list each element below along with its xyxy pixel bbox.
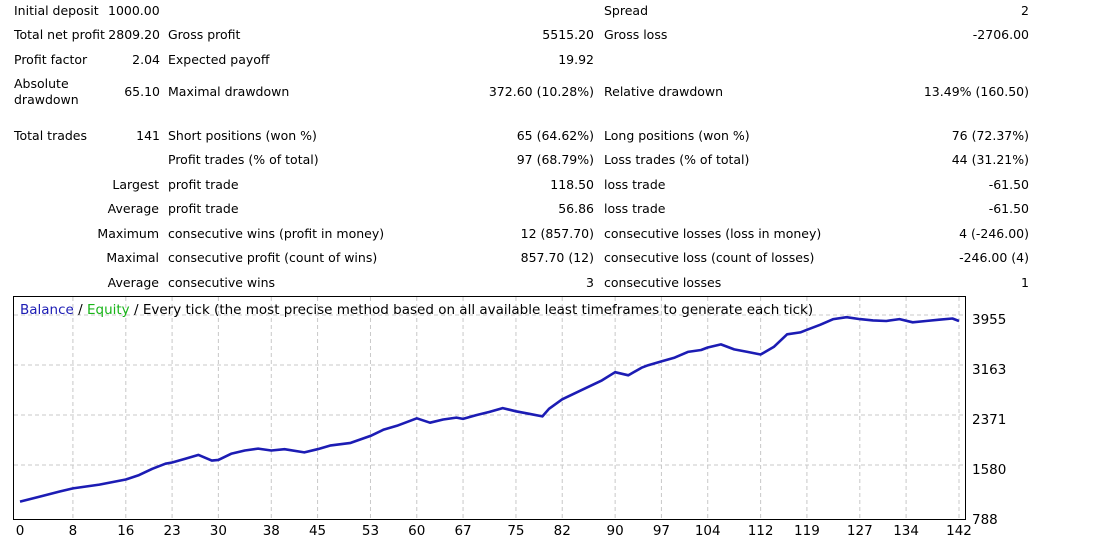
legend-separator: / <box>73 302 87 318</box>
gross-loss-value: -2706.00 <box>972 27 1029 42</box>
largest-profit-label: profit trade <box>168 177 239 192</box>
absolute-drawdown-label-line2: drawdown <box>14 92 79 107</box>
legend-equity: Equity <box>86 302 130 318</box>
total-trades-label: Total trades <box>14 128 88 143</box>
absolute-drawdown-value: 65.10 <box>124 84 160 99</box>
profit-factor-label: Profit factor <box>14 52 88 67</box>
average-consecutive-label: Average <box>107 275 159 290</box>
x-tick-label: 119 <box>794 523 820 539</box>
x-tick-label: 53 <box>361 523 380 539</box>
maximal-label: Maximal <box>106 250 159 265</box>
total-trades-value: 141 <box>136 128 160 143</box>
profit-factor-value: 2.04 <box>132 52 160 67</box>
x-tick-label: 97 <box>652 523 671 539</box>
absolute-drawdown-label-line1: Absolute <box>14 76 69 91</box>
x-tick-label: 142 <box>946 523 972 539</box>
x-tick-label: 8 <box>68 523 78 539</box>
short-positions-value: 65 (64.62%) <box>516 128 594 143</box>
average-consecutive-wins-label: consecutive wins <box>168 275 276 290</box>
chart-legend: Balance / Equity / Every tick (the most … <box>20 302 813 318</box>
average-label: Average <box>107 201 159 216</box>
maximum-wins-label: consecutive wins (profit in money) <box>168 226 385 241</box>
gross-profit-label: Gross profit <box>168 27 241 42</box>
x-tick-label: 45 <box>308 523 327 539</box>
maximal-losses-value: -246.00 (4) <box>959 250 1029 265</box>
maximum-wins-value: 12 (857.70) <box>520 226 594 241</box>
average-profit-value: 56.86 <box>558 201 594 216</box>
x-tick-label: 30 <box>209 523 227 539</box>
y-tick-label: 3955 <box>972 312 1007 328</box>
profit-trades-value: 97 (68.79%) <box>516 152 594 167</box>
x-tick-label: 104 <box>694 523 721 539</box>
largest-loss-label: loss trade <box>604 177 666 192</box>
gross-loss-label: Gross loss <box>604 27 668 42</box>
legend-balance: Balance <box>20 302 74 318</box>
largest-label: Largest <box>112 177 159 192</box>
average-loss-label: loss trade <box>604 201 666 216</box>
x-tick-label: 134 <box>893 523 919 539</box>
maximal-wins-label: consecutive profit (count of wins) <box>168 250 378 265</box>
average-consecutive-losses-value: 1 <box>1021 275 1029 290</box>
maximum-losses-label: consecutive losses (loss in money) <box>604 226 822 241</box>
average-consecutive-wins-value: 3 <box>586 275 594 290</box>
loss-trades-value: 44 (31.21%) <box>951 152 1029 167</box>
average-loss-value: -61.50 <box>988 201 1029 216</box>
y-tick-label: 2371 <box>972 412 1007 428</box>
maximum-losses-value: 4 (-246.00) <box>959 226 1029 241</box>
x-tick-label: 67 <box>454 523 472 539</box>
x-tick-label: 112 <box>747 523 774 539</box>
long-positions-label: Long positions (won %) <box>604 128 750 143</box>
x-tick-label: 23 <box>163 523 181 539</box>
largest-loss-value: -61.50 <box>988 177 1029 192</box>
maximal-wins-value: 857.70 (12) <box>520 250 594 265</box>
expected-payoff-label: Expected payoff <box>168 52 270 67</box>
average-consecutive-losses-label: consecutive losses <box>604 275 722 290</box>
balance-chart-svg <box>14 297 965 519</box>
spread-label: Spread <box>604 3 649 18</box>
x-tick-label: 38 <box>262 523 280 539</box>
legend-description: Every tick (the most precise method base… <box>142 302 814 318</box>
legend-separator: / <box>129 302 143 318</box>
x-tick-label: 82 <box>553 523 571 539</box>
x-tick-label: 60 <box>408 523 426 539</box>
expected-payoff-value: 19.92 <box>558 52 594 67</box>
x-tick-label: 90 <box>606 523 624 539</box>
maximal-drawdown-value: 372.60 (10.28%) <box>488 84 594 99</box>
long-positions-value: 76 (72.37%) <box>951 128 1029 143</box>
initial-deposit-value: 1000.00 <box>108 3 160 18</box>
balance-chart <box>13 296 966 520</box>
x-tick-label: 16 <box>117 523 135 539</box>
x-tick-label: 75 <box>507 523 525 539</box>
total-net-profit-value: 2809.20 <box>108 27 160 42</box>
gross-profit-value: 5515.20 <box>542 27 594 42</box>
maximal-losses-label: consecutive loss (count of losses) <box>604 250 815 265</box>
total-net-profit-label: Total net profit <box>14 27 105 42</box>
profit-trades-label: Profit trades (% of total) <box>168 152 319 167</box>
y-tick-label: 788 <box>972 512 998 528</box>
spread-value: 2 <box>1021 3 1029 18</box>
relative-drawdown-value: 13.49% (160.50) <box>923 84 1029 99</box>
y-tick-label: 1580 <box>972 462 1007 478</box>
y-tick-label: 3163 <box>972 362 1007 378</box>
maximal-drawdown-label: Maximal drawdown <box>168 84 290 99</box>
x-tick-label: 127 <box>846 523 873 539</box>
average-profit-label: profit trade <box>168 201 239 216</box>
short-positions-label: Short positions (won %) <box>168 128 317 143</box>
relative-drawdown-label: Relative drawdown <box>604 84 724 99</box>
maximum-label: Maximum <box>97 226 159 241</box>
x-tick-label: 0 <box>15 523 25 539</box>
initial-deposit-label: Initial deposit <box>14 3 99 18</box>
balance-series-line <box>19 315 960 503</box>
largest-profit-value: 118.50 <box>550 177 594 192</box>
loss-trades-label: Loss trades (% of total) <box>604 152 750 167</box>
